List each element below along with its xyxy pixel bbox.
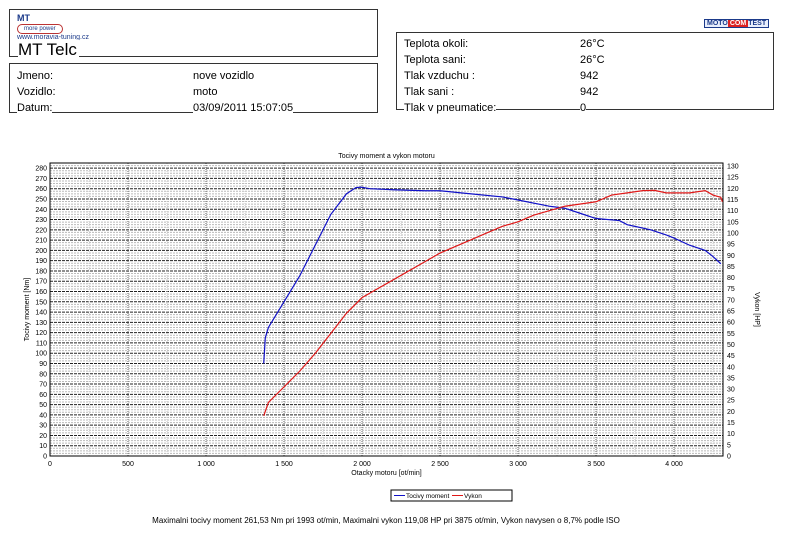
y2-tick-label: 115 xyxy=(727,197,738,204)
y-tick-label: 170 xyxy=(35,279,47,286)
y-tick-label: 260 xyxy=(35,186,47,193)
y-tick-label: 140 xyxy=(35,310,47,317)
vehicle-value: 03/09/2011 15:07:05 xyxy=(193,102,294,114)
y-axis-label: Tocivy moment [Nm] xyxy=(24,278,31,341)
y-tick-label: 30 xyxy=(39,423,47,430)
series-line-power xyxy=(263,189,723,417)
y-tick-label: 150 xyxy=(35,299,47,306)
y2-tick-label: 125 xyxy=(727,175,739,182)
y-tick-label: 10 xyxy=(39,443,47,450)
motocomtest-logo: MOTO COM TEST xyxy=(704,19,770,28)
y-tick-label: 110 xyxy=(36,340,47,347)
y-tick-label: 250 xyxy=(35,196,47,203)
y2-tick-label: 25 xyxy=(727,398,735,405)
y2-tick-label: 105 xyxy=(727,219,739,226)
condition-value: 942 xyxy=(580,86,599,98)
y-tick-label: 220 xyxy=(35,227,47,234)
series-line-torque xyxy=(263,186,722,364)
condition-value: 26°C xyxy=(580,38,605,50)
y2-tick-label: 85 xyxy=(727,264,735,271)
x-tick-label: 4 000 xyxy=(665,461,683,468)
condition-label: Teplota sani: xyxy=(404,54,466,66)
legend-box xyxy=(390,489,513,502)
y-tick-label: 210 xyxy=(35,238,47,245)
vehicle-label: Vozidlo: xyxy=(17,86,56,98)
y2-tick-label: 20 xyxy=(727,409,735,416)
vehicle-value: moto xyxy=(193,86,218,98)
vehicle-label: Datum: xyxy=(17,102,53,114)
y2-tick-label: 90 xyxy=(727,253,735,260)
y2-tick-label: 130 xyxy=(727,164,739,171)
x-tick-label: 2 500 xyxy=(431,461,449,468)
y-tick-label: 100 xyxy=(35,351,47,358)
y-tick-label: 80 xyxy=(39,371,47,378)
x-tick-label: 3 000 xyxy=(509,461,527,468)
y-tick-label: 0 xyxy=(43,454,47,461)
y-tick-label: 90 xyxy=(39,361,47,368)
y2-tick-label: 15 xyxy=(727,420,735,427)
y-tick-label: 180 xyxy=(35,268,47,275)
condition-label: Tlak v pneumatice: xyxy=(404,102,497,114)
y-tick-label: 70 xyxy=(39,382,47,389)
y2-tick-label: 100 xyxy=(727,230,739,237)
x-tick-label: 2 000 xyxy=(353,461,371,468)
x-tick-label: 0 xyxy=(48,461,52,468)
condition-label: Teplota okoli: xyxy=(404,38,469,50)
y2-tick-label: 95 xyxy=(727,242,735,249)
y2-tick-label: 5 xyxy=(727,442,731,449)
condition-value: 942 xyxy=(580,70,599,82)
x-tick-label: 1 000 xyxy=(197,461,215,468)
y2-tick-label: 45 xyxy=(727,353,735,360)
condition-label: Tlak sani : xyxy=(404,86,455,98)
legend-label-torque: Tocivy moment xyxy=(406,493,450,500)
y-tick-label: 40 xyxy=(39,412,47,419)
vehicle-label: Jmeno: xyxy=(17,70,54,82)
plot-frame xyxy=(49,162,724,457)
y-tick-label: 200 xyxy=(35,248,47,255)
y2-tick-label: 65 xyxy=(727,309,735,316)
mt-logo: MT more power www.moravia-tuning.cz xyxy=(17,13,89,41)
x-tick-label: 1 500 xyxy=(275,461,293,468)
vehicle-value: nove vozidlo xyxy=(193,70,255,82)
y2-axis-label: Vykon [HP] xyxy=(753,292,760,327)
x-tick-label: 500 xyxy=(122,461,134,468)
x-tick-label: 3 500 xyxy=(587,461,605,468)
summary-text: Maximalni tocivy moment 261,53 Nm pri 19… xyxy=(152,516,620,525)
y-tick-label: 240 xyxy=(35,207,47,214)
condition-value: 26°C xyxy=(580,54,605,66)
y-tick-label: 190 xyxy=(35,258,47,265)
company-name: MT Telc xyxy=(18,40,79,60)
y-tick-label: 230 xyxy=(35,217,47,224)
y-tick-label: 280 xyxy=(35,166,47,173)
y-tick-label: 50 xyxy=(39,402,47,409)
header-box xyxy=(9,9,378,57)
condition-label: Tlak vzduchu : xyxy=(404,70,475,82)
chart-title: Tocivy moment a vykon motoru xyxy=(338,153,435,160)
y-tick-label: 270 xyxy=(35,176,47,183)
y2-tick-label: 80 xyxy=(727,275,735,282)
y-tick-label: 130 xyxy=(35,320,47,327)
y2-tick-label: 0 xyxy=(727,454,731,461)
y2-tick-label: 50 xyxy=(727,342,735,349)
y2-tick-label: 30 xyxy=(727,387,735,394)
y2-tick-label: 70 xyxy=(727,297,735,304)
y2-tick-label: 110 xyxy=(727,208,738,215)
y2-tick-label: 55 xyxy=(727,331,735,338)
y2-tick-label: 75 xyxy=(727,286,735,293)
y-tick-label: 120 xyxy=(35,330,47,337)
y2-tick-label: 35 xyxy=(727,375,735,382)
x-axis-label: Otacky motoru [ot/min] xyxy=(351,470,421,477)
y2-tick-label: 40 xyxy=(727,364,735,371)
y-tick-label: 20 xyxy=(39,433,47,440)
y-tick-label: 160 xyxy=(35,289,47,296)
condition-value: 0 xyxy=(580,102,587,114)
y-tick-label: 60 xyxy=(39,392,47,399)
legend-label-power: Vykon xyxy=(464,493,482,500)
y2-tick-label: 60 xyxy=(727,320,735,327)
y2-tick-label: 10 xyxy=(727,431,735,438)
y2-tick-label: 120 xyxy=(727,186,739,193)
